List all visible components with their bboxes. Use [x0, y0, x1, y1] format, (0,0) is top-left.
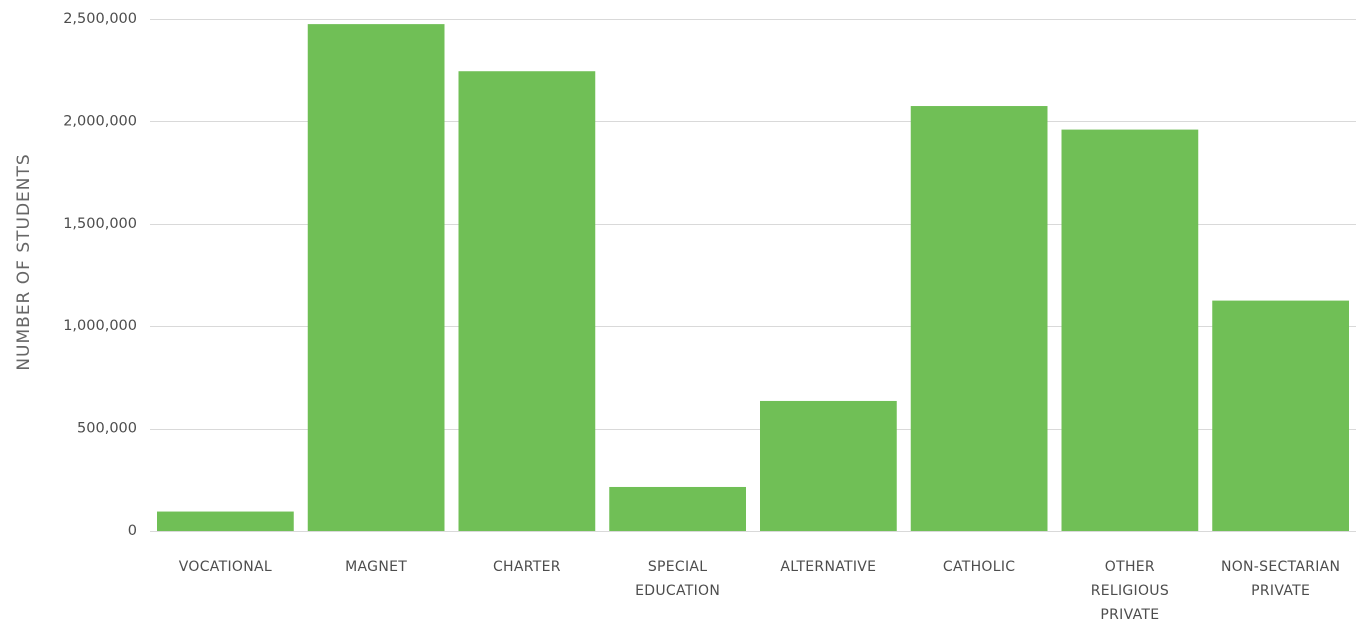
bar: [609, 486, 746, 531]
y-tick-label: 1,500,000: [63, 216, 137, 232]
y-axis-ticks: 0 500,000 1,000,000 1,500,000 2,000,000 2,500…: [63, 11, 137, 539]
x-tick-label: CATHOLIC: [943, 559, 1015, 575]
bars: [157, 24, 1349, 532]
bar: [1212, 300, 1349, 531]
x-tick-label: ALTERNATIVE: [780, 559, 876, 575]
x-tick-label: MAGNET: [345, 559, 407, 575]
bar: [910, 106, 1048, 531]
x-tick-label: OTHER RELIGIOUS PRIVATE: [1091, 559, 1169, 623]
bar: [1061, 129, 1199, 532]
y-tick-label: 500,000: [77, 421, 137, 437]
x-tick-label: NON-SECTARIAN PRIVATE: [1221, 559, 1340, 599]
x-tick-label: CHARTER: [493, 559, 561, 575]
bar: [157, 511, 294, 531]
x-tick-label: VOCATIONAL: [179, 559, 272, 575]
y-tick-label: 1,000,000: [63, 318, 137, 334]
y-tick-label: 2,500,000: [63, 11, 137, 27]
bar: [458, 71, 596, 531]
bar: [307, 24, 445, 532]
y-tick-label: 0: [128, 523, 137, 539]
x-axis-ticks: VOCATIONAL MAGNET CHARTER SPECIAL EDUCATION A…: [179, 559, 1340, 623]
x-tick-label: SPECIAL EDUCATION: [635, 559, 720, 599]
y-tick-label: 2,000,000: [63, 113, 137, 129]
bar: [760, 400, 897, 531]
y-axis-label: NUMBER OF STUDENTS: [14, 153, 34, 370]
